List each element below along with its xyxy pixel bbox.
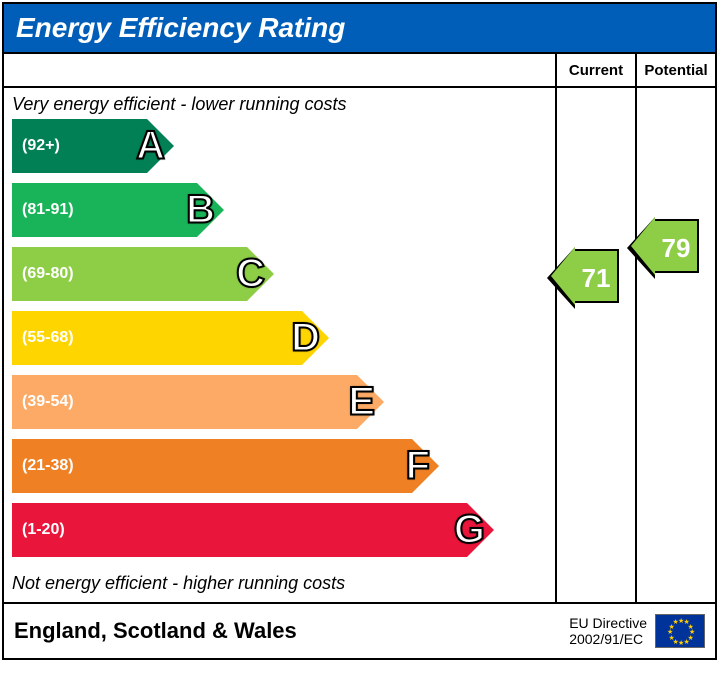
band-f: (21-38)F xyxy=(12,439,412,493)
chart-title: Energy Efficiency Rating xyxy=(4,4,715,52)
directive-text: EU Directive 2002/91/EC xyxy=(569,615,647,647)
band-bar: (69-80)C xyxy=(12,247,247,301)
bands-column: Very energy efficient - lower running co… xyxy=(4,54,555,602)
eu-star-icon: ★ xyxy=(684,638,690,646)
marker-value: 71 xyxy=(575,249,619,303)
marker-value: 79 xyxy=(655,219,699,273)
chart-footer: England, Scotland & Wales EU Directive 2… xyxy=(4,602,715,658)
band-b: (81-91)B xyxy=(12,183,197,237)
band-bar: (21-38)F xyxy=(12,439,412,493)
directive-line2: 2002/91/EC xyxy=(569,631,647,647)
directive-block: EU Directive 2002/91/EC ★★★★★★★★★★★★ xyxy=(569,614,705,648)
band-bar: (39-54)E xyxy=(12,375,357,429)
caption-top: Very energy efficient - lower running co… xyxy=(4,88,555,119)
band-g: (1-20)G xyxy=(12,503,467,557)
potential-header: Potential xyxy=(637,54,715,88)
potential-rating-marker: 79 xyxy=(641,219,699,273)
band-bar: (81-91)B xyxy=(12,183,197,237)
band-bar: (1-20)G xyxy=(12,503,467,557)
band-range-label: (69-80) xyxy=(22,265,74,283)
directive-line1: EU Directive xyxy=(569,615,647,631)
eu-flag-icon: ★★★★★★★★★★★★ xyxy=(655,614,705,648)
band-letter: B xyxy=(186,188,215,233)
chart-grid: Very energy efficient - lower running co… xyxy=(4,52,715,602)
band-bar: (92+)A xyxy=(12,119,147,173)
band-letter: G xyxy=(454,508,485,553)
band-c: (69-80)C xyxy=(12,247,247,301)
band-letter: A xyxy=(136,124,165,169)
bands-area: (92+)A(81-91)B(69-80)C(55-68)D(39-54)E(2… xyxy=(4,119,555,567)
current-rating-marker: 71 xyxy=(561,249,619,303)
bands-header-blank xyxy=(4,54,555,88)
band-letter: F xyxy=(406,444,430,489)
potential-column: Potential 79 xyxy=(635,54,715,602)
marker-arrow-tip xyxy=(631,217,655,275)
band-letter: E xyxy=(348,380,375,425)
band-range-label: (1-20) xyxy=(22,521,65,539)
current-column: Current 71 xyxy=(555,54,635,602)
band-range-label: (92+) xyxy=(22,137,60,155)
potential-body: 79 xyxy=(637,88,715,602)
band-d: (55-68)D xyxy=(12,311,302,365)
band-bar: (55-68)D xyxy=(12,311,302,365)
band-a: (92+)A xyxy=(12,119,147,173)
band-letter: C xyxy=(236,252,265,297)
region-label: England, Scotland & Wales xyxy=(14,618,297,644)
eu-star-icon: ★ xyxy=(673,618,679,626)
band-e: (39-54)E xyxy=(12,375,357,429)
current-header: Current xyxy=(557,54,635,88)
band-range-label: (55-68) xyxy=(22,329,74,347)
band-range-label: (21-38) xyxy=(22,457,74,475)
band-range-label: (81-91) xyxy=(22,201,74,219)
band-range-label: (39-54) xyxy=(22,393,74,411)
current-body: 71 xyxy=(557,88,635,602)
caption-bottom: Not energy efficient - higher running co… xyxy=(4,567,555,598)
marker-arrow-tip xyxy=(551,247,575,305)
band-letter: D xyxy=(291,316,320,361)
epc-chart: Energy Efficiency Rating Very energy eff… xyxy=(2,2,717,660)
